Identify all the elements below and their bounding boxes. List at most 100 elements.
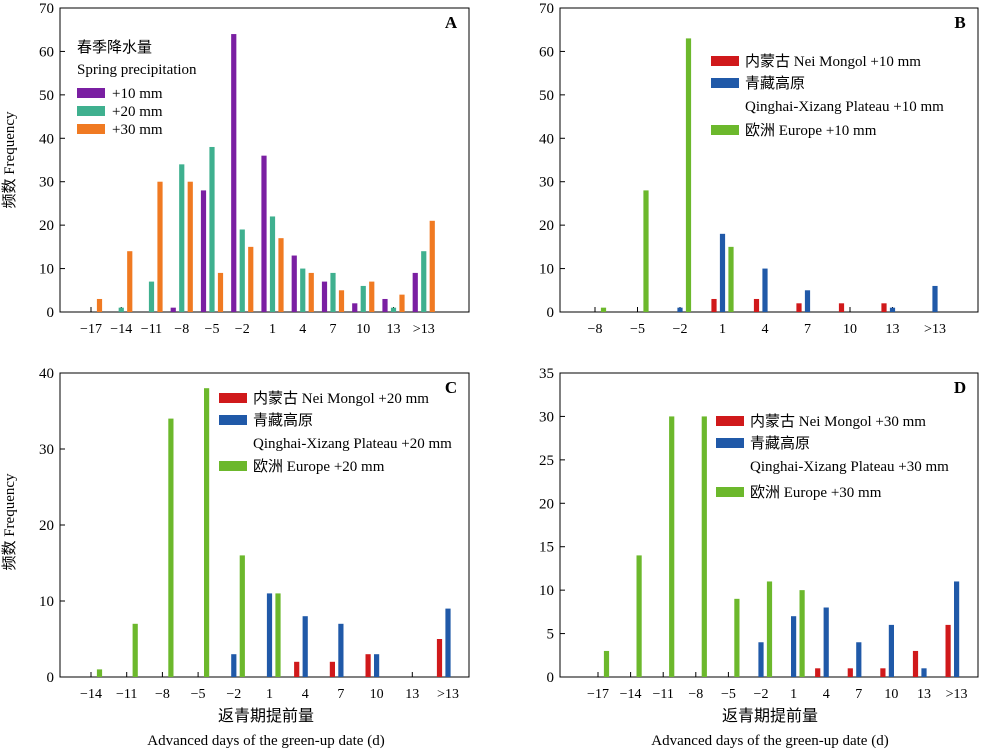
bar	[321, 281, 328, 312]
legend-label: Qinghai-Xizang Plateau +10 mm	[745, 99, 944, 115]
bar	[954, 581, 960, 677]
bar	[701, 416, 707, 677]
y-tick-label: 20	[539, 496, 554, 512]
bar	[294, 661, 300, 677]
x-tick-label: 4	[823, 687, 830, 702]
bar	[889, 307, 896, 312]
bar	[804, 290, 811, 312]
bar	[168, 418, 174, 677]
bar	[734, 598, 740, 677]
y-tick-label: 50	[39, 88, 54, 104]
panel-letter: A	[445, 13, 458, 32]
legend-label: 青藏高原	[253, 412, 313, 429]
legend-label: 内蒙古 Nei Mongol +30 mm	[750, 413, 926, 430]
y-tick-label: 10	[39, 262, 54, 278]
bar	[823, 607, 829, 677]
y-tick-label: 10	[539, 262, 554, 278]
y-tick-label: 20	[39, 518, 54, 534]
bar	[912, 650, 919, 677]
legend-label: 欧洲 Europe +30 mm	[750, 484, 882, 501]
bar	[132, 623, 138, 677]
bar	[685, 38, 692, 313]
x-tick-label: −5	[205, 322, 220, 337]
ylabel-bottom: 频数 Frequency	[1, 473, 18, 571]
y-tick-label: 70	[539, 1, 554, 17]
legend-swatch	[219, 393, 247, 403]
x-tick-label: −17	[80, 322, 102, 337]
x-tick-label: −14	[110, 322, 132, 337]
panel-letter: B	[954, 13, 965, 32]
bar	[217, 272, 224, 312]
legend-swatch	[716, 487, 744, 497]
x-tick-label: −11	[653, 687, 674, 702]
bar	[945, 624, 951, 677]
bar	[921, 668, 927, 677]
bar	[838, 303, 845, 312]
panel-letter: D	[954, 378, 966, 397]
y-tick-label: 40	[539, 131, 554, 147]
legend-label: +10 mm	[112, 86, 163, 102]
y-tick-label: 10	[39, 594, 54, 610]
y-tick-label: 20	[39, 218, 54, 234]
bar	[643, 190, 649, 312]
x-tick-label: −17	[587, 687, 609, 702]
bar	[796, 303, 802, 312]
x-tick-label: 13	[917, 687, 931, 702]
panel-C: 0 10 20 30 40 −14 −11 −8 −5 −2 1 4 7 10 13 >13 C 内蒙古 Nei …	[39, 366, 470, 702]
bar	[148, 281, 155, 312]
x-tick-label: −14	[620, 687, 642, 702]
panel-A: 0 10 20 30 40 50 60 70 −17 −14 −11 −8 −5 −2 1 4 7 10 13 >13…	[39, 1, 470, 337]
x-tick-label: 10	[356, 322, 370, 337]
bar	[791, 616, 797, 677]
legend-label: 欧洲 Europe +10 mm	[745, 122, 877, 139]
bar	[766, 581, 773, 677]
bar	[269, 216, 276, 312]
legend-label: +20 mm	[112, 104, 163, 120]
bar	[266, 593, 273, 677]
y-tick-label: 30	[39, 175, 54, 191]
bar	[302, 616, 308, 677]
x-tick-label: −8	[155, 687, 170, 702]
bar	[261, 155, 267, 312]
legend-label: 青藏高原	[745, 75, 805, 92]
plot-frame	[559, 7, 979, 313]
bar	[421, 251, 427, 312]
bar	[636, 555, 642, 677]
bar	[275, 593, 281, 677]
y-tick-label: 25	[539, 453, 554, 469]
y-tick-label: 50	[539, 88, 554, 104]
bar	[753, 298, 760, 312]
bar	[308, 272, 314, 312]
bar	[888, 624, 894, 677]
xlabel-cn-left: 返青期提前量	[218, 707, 314, 725]
bar	[815, 668, 821, 677]
legend-swatch	[711, 56, 739, 66]
x-tick-label: 13	[886, 322, 900, 337]
bar	[762, 268, 768, 312]
bar	[880, 668, 886, 677]
x-tick-label: 7	[855, 687, 862, 702]
legend-swatch	[77, 106, 105, 116]
x-tick-label: −2	[673, 322, 688, 337]
legend-label: Qinghai-Xizang Plateau +20 mm	[253, 436, 452, 452]
x-tick-label: >13	[413, 322, 435, 337]
x-tick-label: 4	[299, 322, 306, 337]
bar	[399, 294, 405, 312]
bar	[847, 668, 853, 677]
legend-label: 内蒙古 Nei Mongol +10 mm	[745, 53, 921, 70]
x-tick-label: −2	[754, 687, 769, 702]
y-tick-label: 40	[39, 131, 54, 147]
bar	[728, 246, 734, 312]
bar	[179, 164, 185, 312]
bar	[429, 220, 435, 312]
legend-swatch	[219, 461, 247, 471]
y-tick-label: 0	[47, 305, 55, 321]
bar	[390, 307, 397, 312]
y-tick-label: 0	[547, 670, 555, 686]
bar	[291, 255, 297, 312]
bar	[330, 272, 336, 312]
bar	[856, 642, 862, 677]
bar	[239, 555, 245, 677]
bar	[209, 146, 215, 312]
bar	[96, 669, 103, 677]
